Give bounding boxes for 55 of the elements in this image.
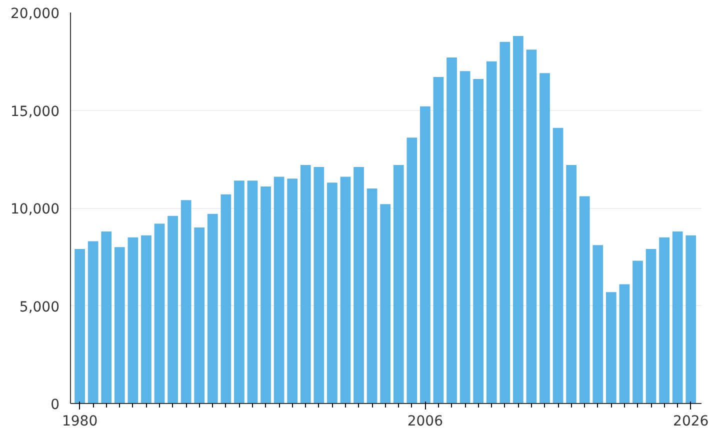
bar	[300, 164, 311, 404]
bar	[354, 166, 364, 404]
bar	[287, 178, 298, 404]
bar	[101, 231, 112, 404]
bar	[659, 237, 670, 404]
y-tick-label: 10,000	[10, 202, 60, 218]
bar	[619, 284, 630, 404]
bar	[592, 245, 604, 404]
bar	[526, 50, 537, 404]
bar	[486, 61, 497, 404]
bar	[366, 188, 378, 404]
bar	[672, 231, 683, 404]
bar	[194, 228, 205, 404]
y-tick-label: 15,000	[10, 104, 60, 120]
bar	[512, 36, 524, 404]
bar	[579, 196, 590, 404]
bar	[154, 224, 165, 404]
x-tick-label: 2006	[407, 414, 444, 430]
bar	[500, 42, 510, 404]
bar	[327, 182, 338, 404]
bar	[433, 77, 444, 404]
bar	[180, 200, 192, 404]
bar	[128, 237, 138, 404]
bar	[88, 241, 98, 404]
bar	[393, 164, 404, 404]
bar	[646, 249, 656, 404]
y-tick-label: 20,000	[10, 6, 60, 22]
bar	[686, 235, 696, 404]
bar	[406, 138, 418, 404]
x-tick-label: 1980	[62, 414, 98, 430]
bar	[606, 292, 616, 404]
bar	[74, 249, 85, 404]
bar	[168, 216, 178, 404]
bar	[380, 204, 391, 404]
bar	[114, 247, 125, 404]
bar	[340, 176, 351, 404]
bar	[446, 57, 457, 404]
bar	[141, 235, 152, 404]
bar	[220, 194, 232, 404]
bar	[247, 180, 258, 404]
bar	[420, 106, 430, 404]
bar	[234, 180, 244, 404]
bar	[473, 78, 484, 404]
bar	[552, 128, 564, 404]
bar	[632, 260, 643, 404]
bar	[207, 214, 218, 404]
y-tick-label: 5,000	[19, 299, 60, 316]
bar	[566, 164, 576, 404]
bar	[314, 166, 324, 404]
bar	[460, 71, 470, 404]
bar	[274, 176, 284, 404]
y-tick-label: 0	[50, 397, 60, 413]
x-tick-label: 2026	[673, 414, 709, 430]
bar	[540, 73, 550, 404]
bar	[260, 186, 271, 404]
